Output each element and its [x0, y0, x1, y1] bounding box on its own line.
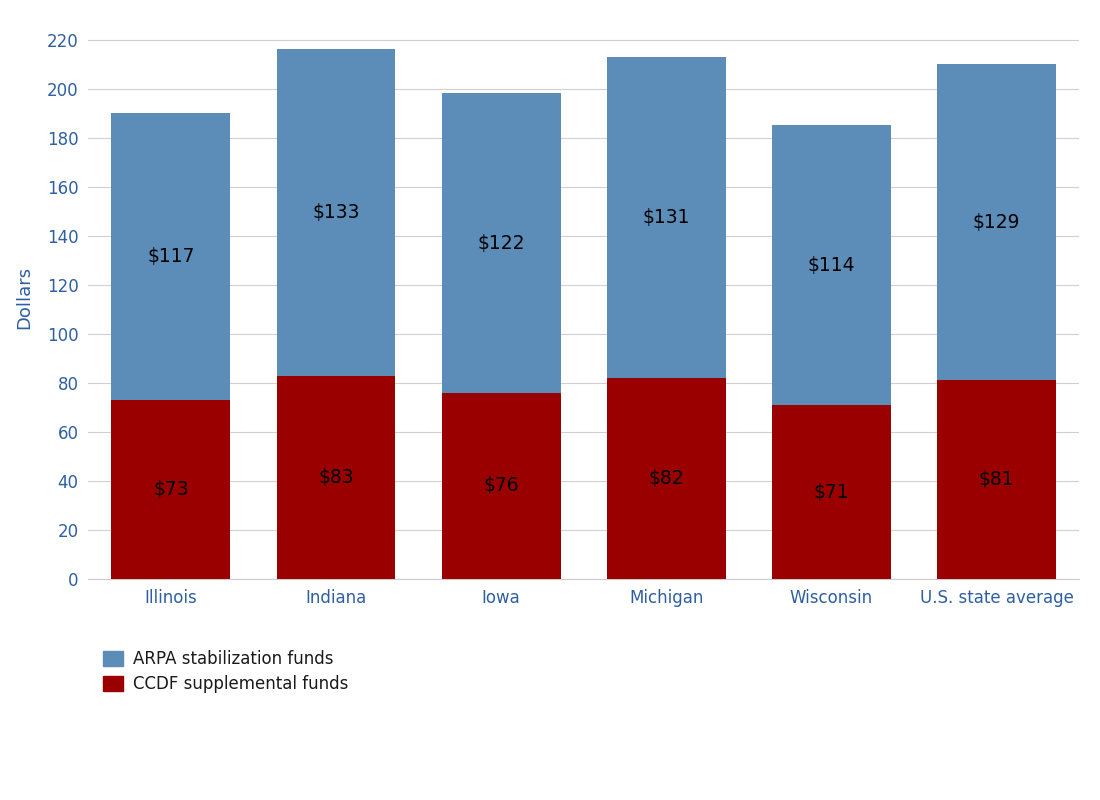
Text: $117: $117: [147, 247, 195, 266]
Text: $133: $133: [312, 203, 360, 222]
Bar: [276, 50, 396, 375]
Text: $81: $81: [979, 470, 1014, 490]
Bar: [276, 375, 396, 579]
Bar: [772, 126, 891, 405]
Y-axis label: Dollars: Dollars: [15, 266, 33, 329]
Bar: [937, 381, 1056, 579]
Text: $83: $83: [318, 468, 354, 486]
Bar: [442, 94, 561, 393]
Text: $76: $76: [483, 476, 519, 495]
Text: $131: $131: [642, 208, 690, 227]
Bar: [772, 405, 891, 579]
Bar: [937, 64, 1056, 381]
Text: $129: $129: [972, 213, 1021, 232]
Text: $114: $114: [807, 256, 855, 274]
Legend: ARPA stabilization funds, CCDF supplemental funds: ARPA stabilization funds, CCDF supplemen…: [97, 644, 355, 700]
Text: $73: $73: [153, 480, 189, 499]
Text: $122: $122: [477, 234, 525, 253]
Bar: [607, 57, 726, 378]
Bar: [111, 400, 230, 579]
Text: $82: $82: [649, 469, 684, 488]
Bar: [442, 393, 561, 579]
Bar: [111, 113, 230, 400]
Text: $71: $71: [814, 482, 849, 502]
Bar: [607, 378, 726, 579]
